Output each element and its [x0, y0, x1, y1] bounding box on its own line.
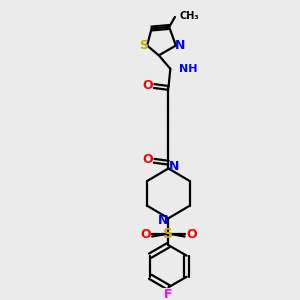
Text: N: N: [175, 39, 185, 52]
Text: O: O: [186, 228, 197, 241]
Text: N: N: [169, 160, 179, 173]
Text: O: O: [142, 153, 153, 166]
Text: O: O: [142, 79, 153, 92]
Text: N: N: [158, 214, 168, 227]
Text: CH₃: CH₃: [180, 11, 199, 21]
Text: O: O: [140, 228, 151, 241]
Text: F: F: [164, 289, 173, 300]
Text: S: S: [164, 226, 173, 241]
Text: NH: NH: [179, 64, 197, 74]
Text: S: S: [139, 39, 148, 52]
